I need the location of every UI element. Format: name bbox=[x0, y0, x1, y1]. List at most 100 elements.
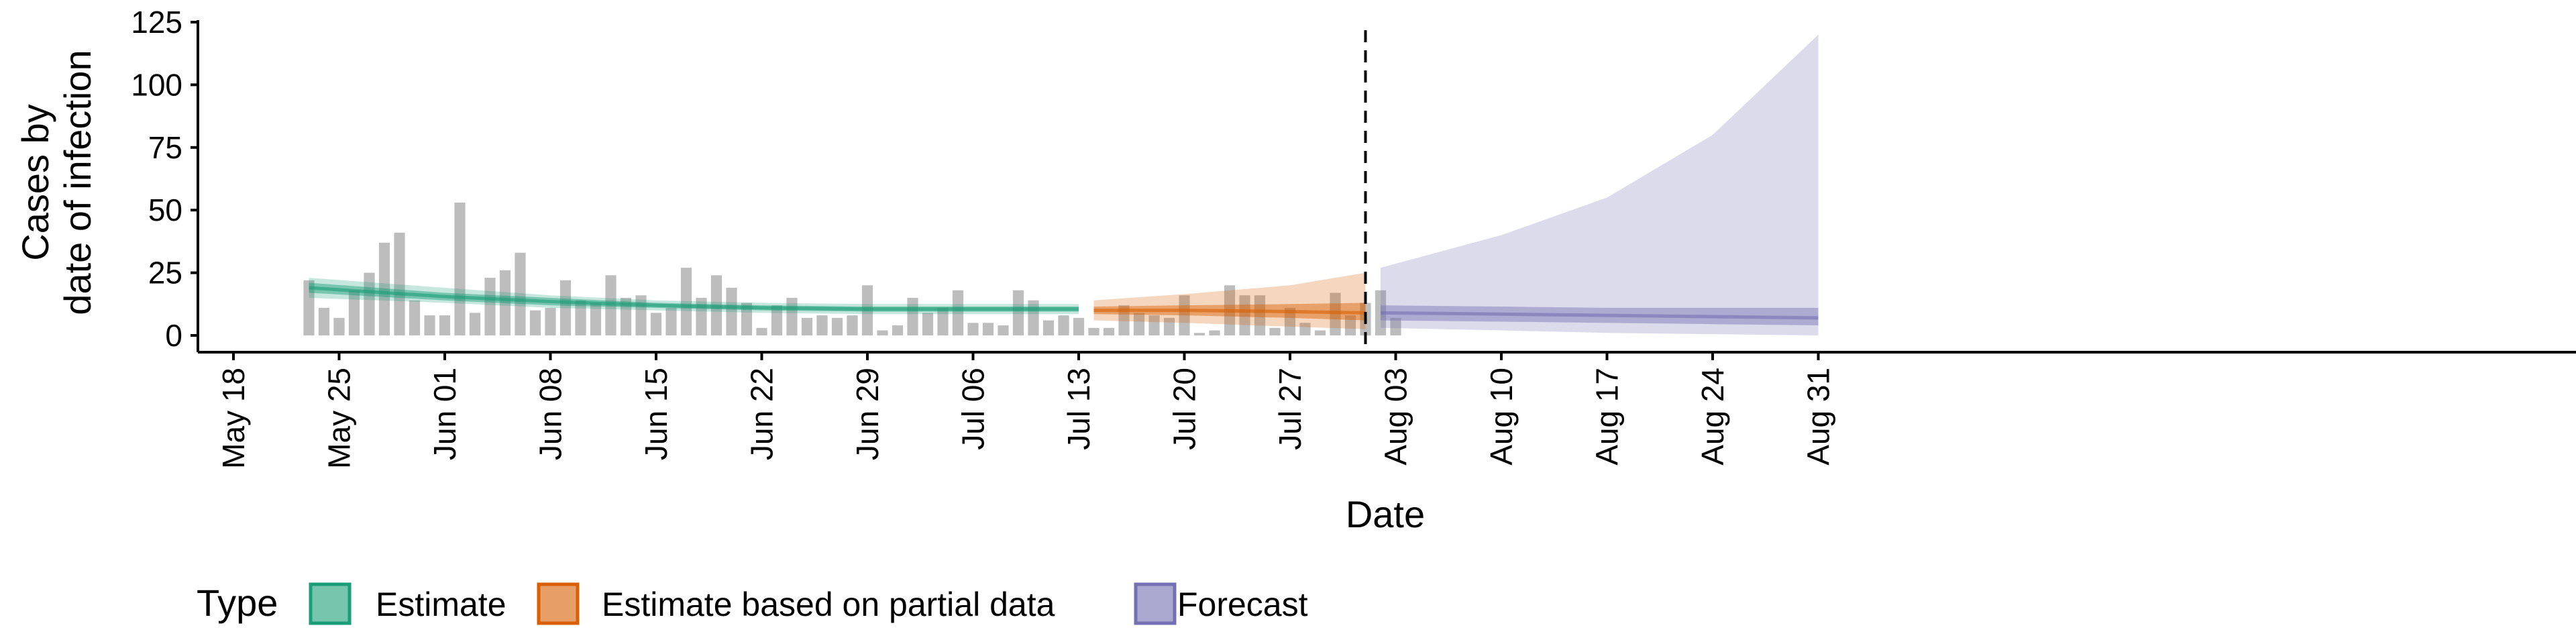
x-tick-label: Jun 01 bbox=[427, 368, 462, 460]
bar bbox=[364, 272, 375, 335]
x-tick-label: May 25 bbox=[322, 368, 357, 469]
legend-label: Forecast bbox=[1177, 586, 1308, 623]
bar bbox=[680, 268, 692, 335]
x-tick-label: Jul 20 bbox=[1167, 368, 1202, 450]
legend-label: Estimate based on partial data bbox=[602, 586, 1055, 623]
y-tick-label: 100 bbox=[131, 67, 182, 102]
legend: Type Estimate Estimate based on partial d… bbox=[197, 582, 1308, 625]
bar bbox=[1163, 317, 1175, 335]
bar bbox=[1299, 323, 1311, 335]
bar bbox=[650, 313, 662, 335]
axes: 0 25 50 75 100 125 May 18 May 25 Jun 01 Jun 08 Jun… bbox=[131, 5, 2576, 469]
median-line bbox=[1380, 311, 1819, 320]
legend-label: Estimate bbox=[376, 586, 506, 623]
x-tick-label: Jun 29 bbox=[850, 368, 885, 460]
bar bbox=[726, 288, 737, 335]
bar bbox=[1088, 327, 1099, 335]
plot-area bbox=[303, 30, 1819, 352]
bar bbox=[409, 300, 421, 335]
y-axis-title-line-1: Cases by bbox=[14, 104, 56, 260]
bar bbox=[907, 297, 918, 335]
x-tick-label: Aug 10 bbox=[1484, 368, 1519, 466]
legend-key-swatch bbox=[309, 582, 352, 625]
bar bbox=[1042, 320, 1055, 335]
bar bbox=[1012, 290, 1024, 335]
bar bbox=[1254, 295, 1266, 335]
bar bbox=[333, 317, 345, 335]
y-tick-label: 0 bbox=[165, 318, 182, 353]
bar bbox=[1058, 315, 1069, 335]
bar bbox=[1390, 317, 1401, 335]
bar bbox=[620, 297, 632, 335]
x-tick-label: Jun 22 bbox=[745, 368, 780, 460]
bar bbox=[816, 315, 828, 335]
legend-key-swatch bbox=[537, 582, 580, 625]
bar bbox=[801, 317, 813, 335]
bar bbox=[484, 278, 496, 335]
bar bbox=[318, 307, 330, 335]
bar bbox=[1209, 330, 1220, 335]
bar bbox=[998, 325, 1009, 335]
band-outer bbox=[309, 278, 1079, 315]
bar bbox=[469, 313, 481, 335]
bar bbox=[1118, 305, 1130, 335]
x-tick-label: Aug 31 bbox=[1801, 368, 1836, 466]
bar bbox=[847, 315, 858, 335]
bar bbox=[982, 323, 994, 335]
y-tick-label: 75 bbox=[148, 130, 182, 165]
x-tick-label: Aug 24 bbox=[1695, 368, 1730, 466]
bar bbox=[575, 300, 586, 335]
x-tick-label: Aug 03 bbox=[1379, 368, 1413, 466]
bar bbox=[665, 307, 677, 335]
bar bbox=[1314, 330, 1326, 335]
bar bbox=[559, 280, 572, 335]
bar bbox=[892, 325, 904, 335]
median-line bbox=[309, 286, 1079, 311]
bar bbox=[1330, 292, 1341, 335]
bar bbox=[424, 315, 435, 335]
bar bbox=[394, 232, 405, 335]
bar bbox=[1179, 295, 1190, 335]
x-axis-title: Date bbox=[1346, 493, 1425, 535]
bar bbox=[378, 242, 390, 335]
bar bbox=[529, 310, 541, 335]
bar bbox=[1133, 313, 1145, 335]
x-tick-label: May 18 bbox=[216, 368, 251, 469]
bar bbox=[499, 270, 511, 335]
band-outer bbox=[1093, 272, 1366, 329]
bar bbox=[1073, 317, 1085, 335]
bar bbox=[967, 323, 979, 335]
bar bbox=[454, 202, 466, 335]
bar bbox=[741, 303, 753, 335]
x-tick-label: Jul 06 bbox=[956, 368, 991, 450]
bar bbox=[348, 290, 360, 335]
y-tick-label: 125 bbox=[131, 5, 182, 40]
bar bbox=[1344, 315, 1356, 335]
bar bbox=[952, 290, 964, 335]
bar bbox=[515, 252, 526, 335]
bar bbox=[1284, 307, 1296, 335]
bar bbox=[439, 315, 451, 335]
bar bbox=[1193, 333, 1205, 335]
bar bbox=[756, 327, 767, 335]
y-tick-label: 50 bbox=[148, 193, 182, 227]
x-tick-label: Aug 17 bbox=[1590, 368, 1625, 466]
bar bbox=[1239, 295, 1250, 335]
bar bbox=[831, 317, 843, 335]
x-tick-label: Jul 27 bbox=[1273, 368, 1307, 450]
bar bbox=[1103, 327, 1115, 335]
y-axis-title-line-2: date of infection bbox=[56, 50, 99, 315]
legend-title: Type bbox=[197, 582, 278, 624]
bar bbox=[303, 280, 315, 335]
x-tick-label: Jul 13 bbox=[1061, 368, 1096, 450]
bar bbox=[877, 330, 888, 335]
x-tick-label: Jun 15 bbox=[639, 368, 674, 460]
y-tick-label: 25 bbox=[148, 256, 182, 290]
median-line bbox=[1093, 309, 1366, 315]
band-outer bbox=[1381, 34, 1819, 336]
bar bbox=[590, 303, 602, 335]
bar bbox=[545, 307, 556, 335]
bar bbox=[1269, 327, 1281, 335]
bar bbox=[771, 305, 783, 335]
